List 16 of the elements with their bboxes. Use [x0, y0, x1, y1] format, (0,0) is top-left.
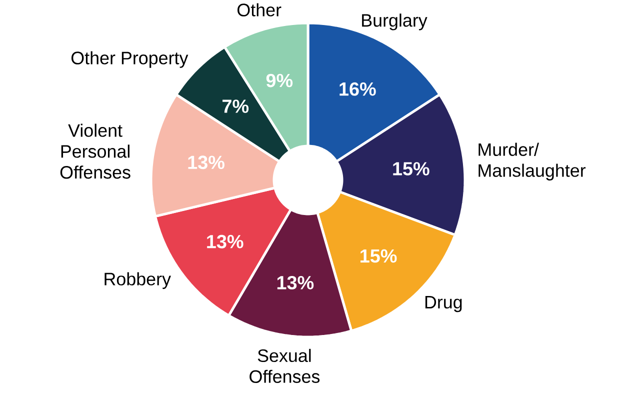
data-label: 9% [266, 74, 293, 88]
slice-label: Burglary [362, 14, 428, 30]
slice-label: Drug [425, 296, 462, 312]
slice-label: Other [238, 3, 282, 16]
data-label: 16% [340, 82, 376, 96]
data-label: 13% [277, 276, 314, 290]
data-label: 15% [393, 162, 430, 176]
slice-label: Murder/ Manslaughter [478, 142, 586, 180]
slice-label: Robbery [104, 272, 171, 289]
slice-label: Sexual Offenses [250, 348, 320, 383]
slice-label: Other Property [71, 51, 188, 68]
data-label: 15% [360, 249, 397, 263]
data-label: 13% [188, 156, 224, 170]
slice-label: Violent Personal Offenses [60, 124, 130, 179]
data-label: 13% [207, 234, 244, 248]
data-label: 7% [222, 100, 249, 113]
